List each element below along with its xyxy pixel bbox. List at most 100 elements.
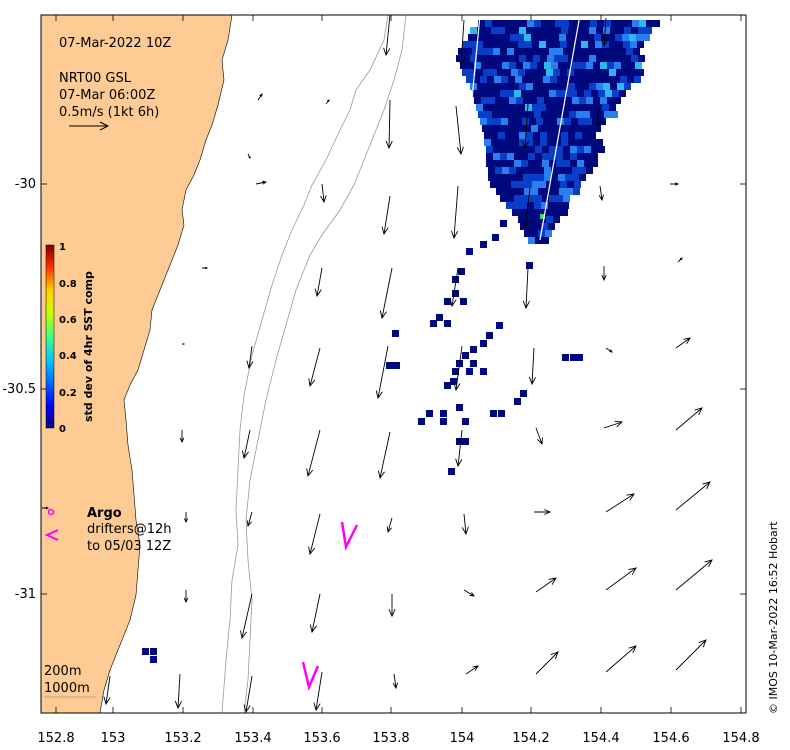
current-vector <box>535 577 557 593</box>
x-tick-label: 154.4 <box>582 731 619 746</box>
satellite-track <box>539 15 581 241</box>
current-vector <box>255 180 268 185</box>
current-vector <box>320 183 327 204</box>
current-vector <box>375 345 389 400</box>
current-vector <box>528 347 536 386</box>
x-tick-label: 154 <box>450 731 475 746</box>
coastline-land <box>41 15 233 713</box>
x-tick-label: 154.2 <box>512 731 549 746</box>
current-vector <box>455 105 464 156</box>
current-vector <box>450 185 459 240</box>
current-vector <box>377 431 391 480</box>
current-vector <box>677 257 683 263</box>
current-vector <box>379 267 393 320</box>
current-vector <box>675 337 691 349</box>
current-vector <box>449 267 459 308</box>
current-vector <box>243 675 253 713</box>
contour-1000m <box>243 15 407 713</box>
current-vector <box>535 427 543 446</box>
x-tick-label: 153.8 <box>372 731 409 746</box>
current-vector <box>183 590 189 604</box>
current-vector <box>241 429 251 460</box>
y-tick-label: -31 <box>15 587 36 602</box>
current-vector <box>670 182 680 186</box>
scale-arrow <box>69 121 110 131</box>
colorbar-tick: 0.4 <box>59 351 77 362</box>
current-vector <box>388 594 396 618</box>
colorbar-label: std dev of 4hr SST comp <box>82 271 95 422</box>
drifters-period: to 05/03 12Z <box>87 539 171 554</box>
current-vector <box>603 420 624 429</box>
current-vector <box>103 675 111 706</box>
drifter-marker <box>44 529 59 541</box>
x-tick-label: 153.2 <box>164 731 201 746</box>
current-vector <box>383 15 391 57</box>
current-vector <box>465 665 479 675</box>
current-vector <box>675 639 707 671</box>
current-vector <box>246 511 253 528</box>
argo-marker <box>47 508 55 516</box>
colorbar-tick: 0.2 <box>59 388 77 399</box>
y-tick-label: -30 <box>15 177 36 192</box>
drifters-label: drifters@12h <box>87 522 172 537</box>
current-vector <box>605 493 635 513</box>
current-vector <box>594 108 602 128</box>
current-vector <box>308 347 321 388</box>
current-vector <box>601 266 607 282</box>
x-tick-label: 153 <box>101 731 126 746</box>
x-tick-label: 154.8 <box>722 731 759 746</box>
current-vector <box>605 347 613 353</box>
map-date: 07-Mar-2022 10Z <box>59 36 171 51</box>
current-vector <box>247 153 251 159</box>
argo-label: Argo <box>87 506 122 521</box>
current-vector <box>308 513 321 556</box>
colorbar-tick: 0.6 <box>59 315 77 326</box>
current-vector <box>600 17 609 48</box>
satellite-track <box>469 15 481 121</box>
current-vector <box>306 429 321 478</box>
current-vector <box>246 345 254 370</box>
current-vectors <box>42 15 713 713</box>
current-vector <box>202 266 209 270</box>
current-vector <box>257 93 263 101</box>
sst-std-dev-field <box>142 20 660 663</box>
x-tick-label: 152.8 <box>37 731 74 746</box>
current-vector <box>455 429 463 468</box>
current-vector <box>675 481 711 511</box>
x-tick-label: 153.4 <box>234 731 271 746</box>
current-vector <box>461 513 469 536</box>
current-vector <box>386 517 393 534</box>
contour-1000m-label: 1000m <box>44 681 90 696</box>
imos-credit: © IMOS 10-Mar-2022 16:52 Hobart <box>767 521 780 714</box>
drifter-track <box>340 521 359 552</box>
product-time: 07-Mar 06:00Z <box>59 88 155 103</box>
current-vector <box>392 673 398 690</box>
plot-frame <box>40 14 747 714</box>
x-tick-label: 153.6 <box>303 731 340 746</box>
colorbar-tick: 1 <box>59 242 66 253</box>
colorbar <box>45 244 55 429</box>
current-vector <box>457 19 466 67</box>
current-vector <box>314 267 323 298</box>
current-vector <box>174 673 182 710</box>
current-vector <box>184 512 188 524</box>
colorbar-tick: 0 <box>59 424 66 435</box>
current-vector <box>309 593 321 634</box>
current-vector <box>522 267 530 310</box>
current-vector <box>179 430 185 444</box>
current-vector <box>42 506 50 510</box>
current-vector <box>463 589 475 597</box>
vector-scale-label: 0.5m/s (1kt 6h) <box>59 105 159 120</box>
current-vector <box>240 593 253 640</box>
current-vector <box>182 343 186 345</box>
current-vector <box>385 99 393 150</box>
current-vector <box>522 187 531 230</box>
current-vector <box>535 651 559 675</box>
colorbar-tick: 0.8 <box>59 279 77 290</box>
current-vector <box>675 407 703 431</box>
axis-ticks <box>41 15 746 713</box>
current-vector <box>605 645 637 673</box>
product-name: NRT00 GSL <box>59 71 132 86</box>
current-vector <box>453 345 463 392</box>
